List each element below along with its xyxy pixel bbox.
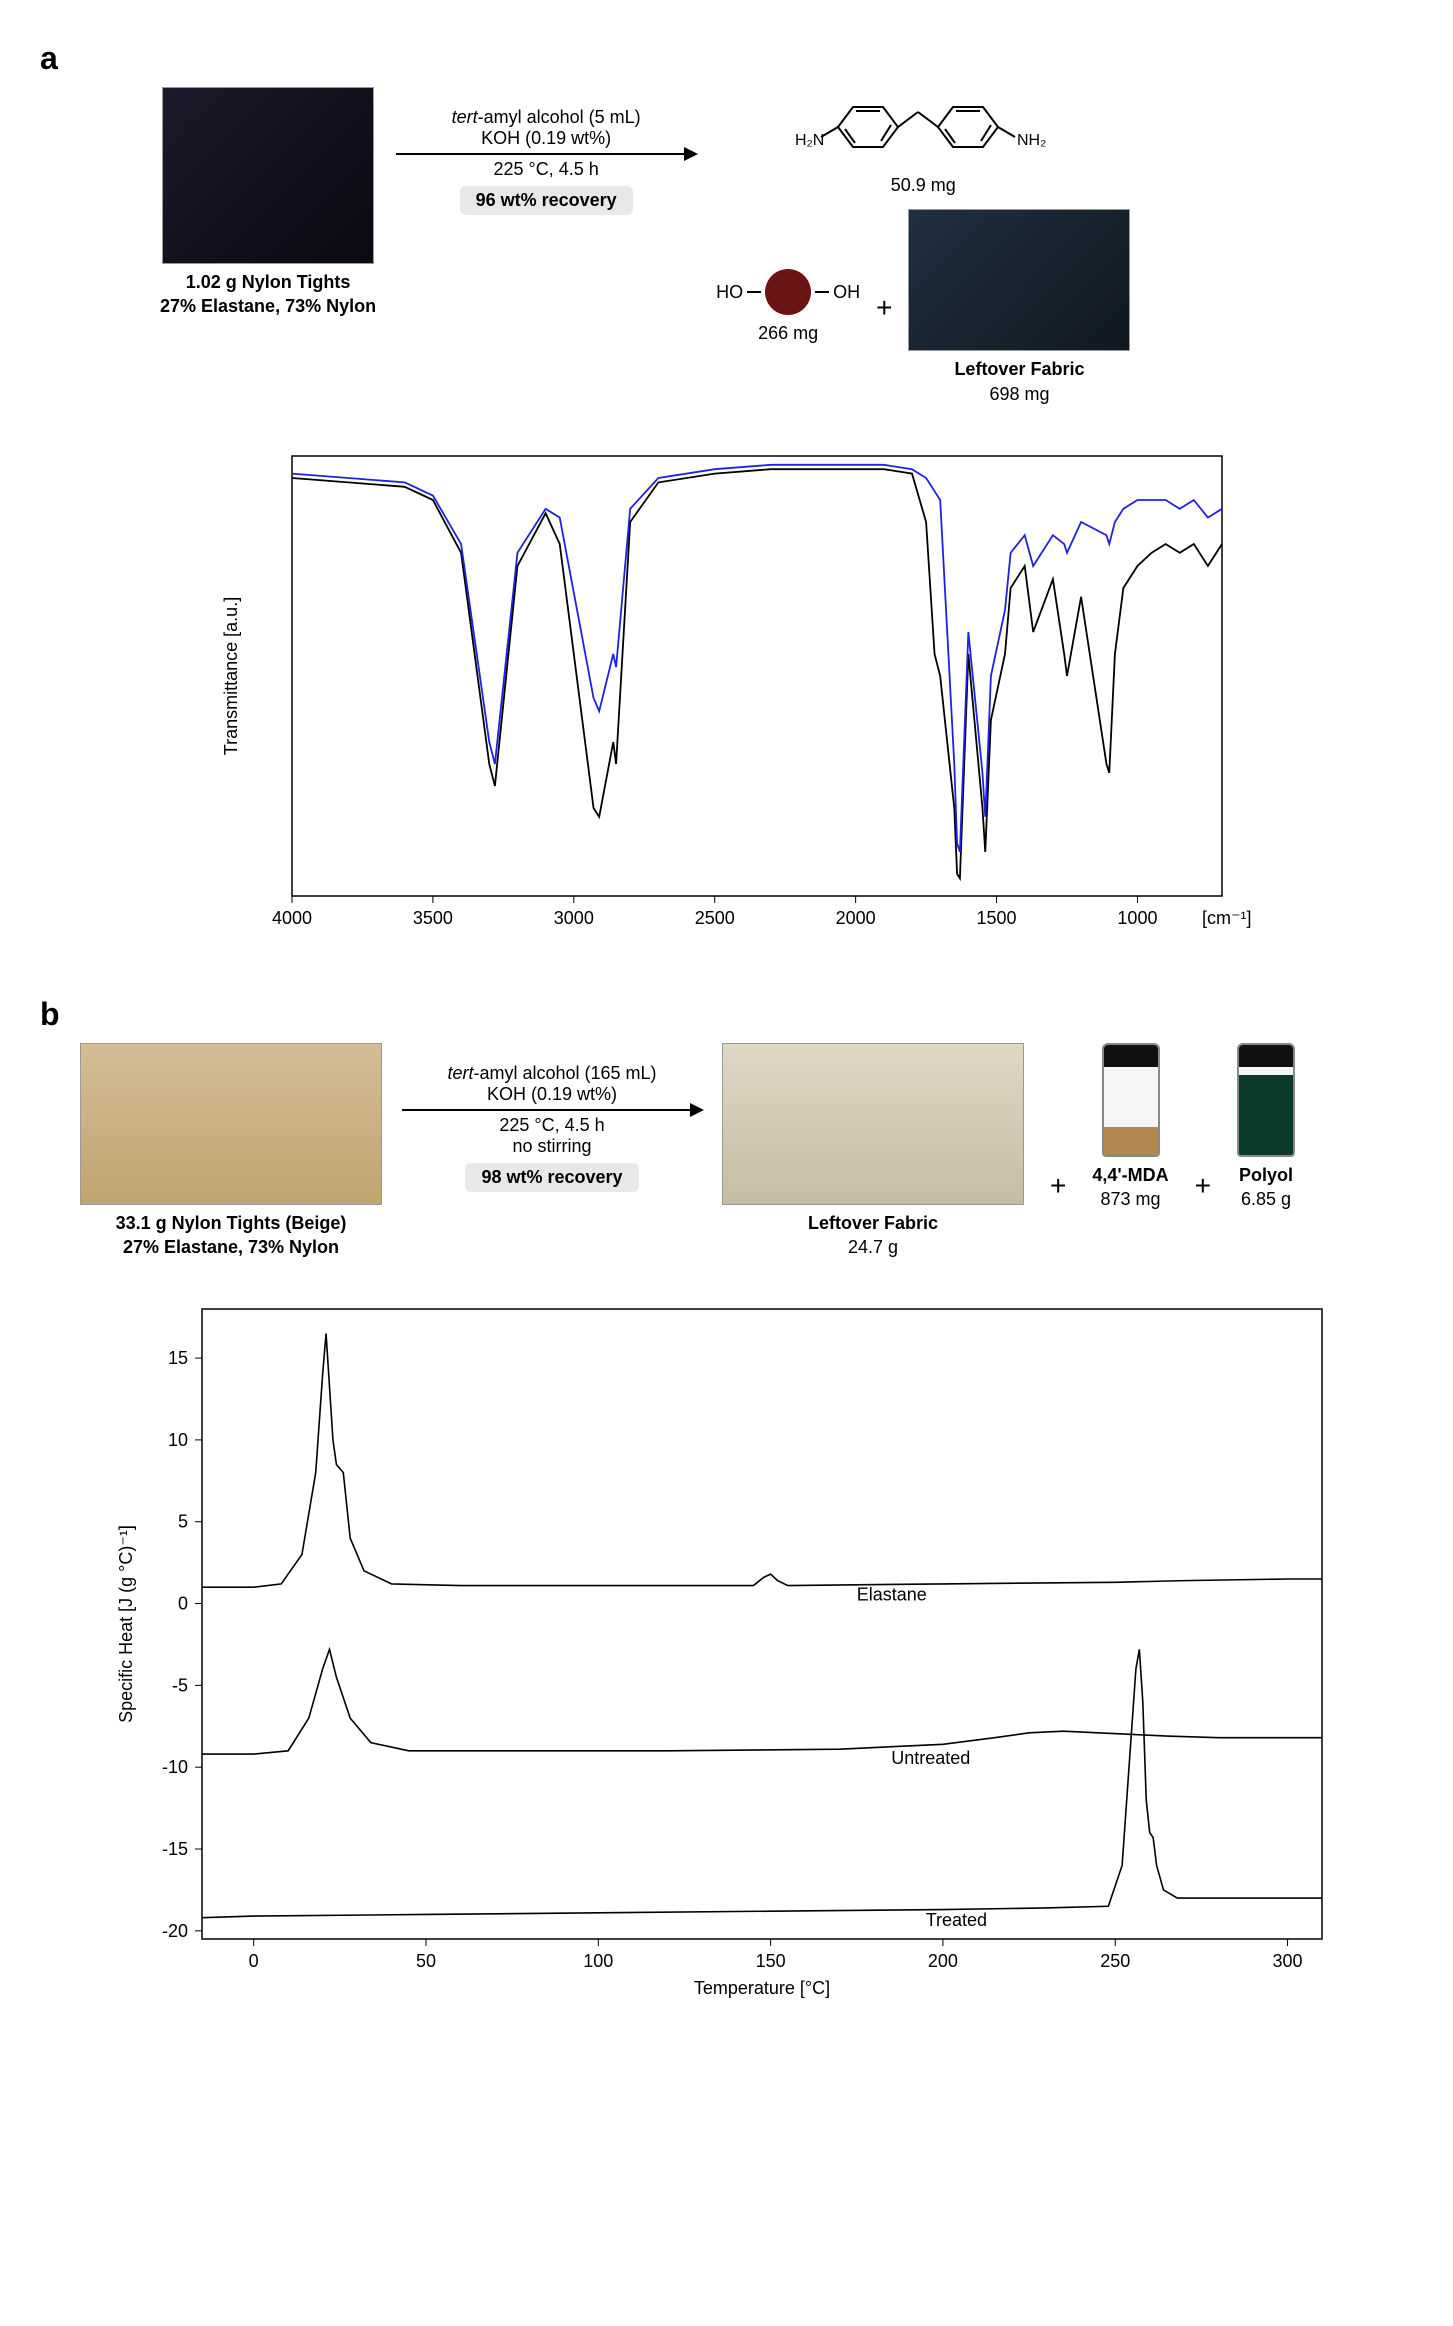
svg-text:150: 150 [755, 1951, 785, 1971]
product-mda-a: H₂N NH₂ 50.9 mg [716, 87, 1130, 197]
arrow-b-below2: no stirring [512, 1136, 591, 1157]
polyol-b-label: Polyol [1239, 1165, 1293, 1185]
arrow-b-line [402, 1109, 702, 1111]
arrow-a-below1: 225 °C, 4.5 h [493, 159, 598, 180]
svg-text:-5: -5 [171, 1676, 187, 1696]
products-a: H₂N NH₂ 50.9 mg HO OH 266 mg [716, 87, 1130, 406]
dsc-chart: ElastaneUntreatedTreated0501001502002503… [102, 1289, 1352, 2009]
fabric-b-caption: Leftover Fabric 24.7 g [808, 1211, 938, 1260]
polyol-mass-a: 266 mg [758, 321, 818, 345]
svg-text:3500: 3500 [412, 908, 452, 928]
mda-b-mass: 873 mg [1100, 1189, 1160, 1209]
svg-text:Specific Heat [J (g °C)⁻¹]: Specific Heat [J (g °C)⁻¹] [116, 1526, 136, 1724]
svg-text:5: 5 [177, 1512, 187, 1532]
fabric-a-photo [908, 209, 1130, 351]
svg-text:[cm⁻¹]: [cm⁻¹] [1202, 908, 1252, 928]
product-polyol-a: HO OH 266 mg [716, 269, 860, 345]
arrow-a-recovery: 96 wt% recovery [460, 186, 633, 215]
svg-text:3000: 3000 [553, 908, 593, 928]
svg-text:10: 10 [167, 1430, 187, 1450]
arrow-a-above1: tert-amyl alcohol (5 mL) [452, 107, 641, 128]
reactant-b-line1: 33.1 g Nylon Tights (Beige) [116, 1213, 347, 1233]
polyol-ball-icon [765, 269, 811, 315]
polyol-icon: HO OH [716, 269, 860, 315]
svg-text:Treated: Treated [925, 1910, 986, 1930]
svg-text:2000: 2000 [835, 908, 875, 928]
arrow-a-line [396, 153, 696, 155]
fabric-a-mass: 698 mg [989, 384, 1049, 404]
arrow-b: tert-amyl alcohol (165 mL) KOH (0.19 wt%… [402, 1063, 702, 1192]
reactant-a-photo [162, 87, 374, 264]
mda-b-caption: 4,4'-MDA 873 mg [1092, 1163, 1168, 1212]
panel-b-reaction: 33.1 g Nylon Tights (Beige) 27% Elastane… [80, 1043, 1413, 1260]
product-fabric-b: Leftover Fabric 24.7 g [722, 1043, 1024, 1260]
polyol-vial-icon [1237, 1043, 1295, 1157]
fabric-b-photo [722, 1043, 1024, 1205]
svg-text:15: 15 [167, 1349, 187, 1369]
product-fabric-a: Leftover Fabric 698 mg [908, 209, 1130, 406]
products-a-row2: HO OH 266 mg + Leftover Fabric 698 mg [716, 209, 1130, 406]
polyol-left: HO [716, 282, 743, 303]
reactant-a-line1: 1.02 g Nylon Tights [186, 272, 351, 292]
panel-a: a 1.02 g Nylon Tights 27% Elastane, 73% … [40, 40, 1413, 956]
reactant-a-line2: 27% Elastane, 73% Nylon [160, 296, 376, 316]
ir-chart: 4000 3500 3000 2500 2000 1500 1000 [cm⁻¹] Transm… [202, 436, 1252, 956]
reactant-b-line2: 27% Elastane, 73% Nylon [123, 1237, 339, 1257]
svg-text:4000: 4000 [271, 908, 311, 928]
svg-text:Untreated: Untreated [891, 1748, 970, 1768]
svg-text:0: 0 [177, 1594, 187, 1614]
fabric-a-label: Leftover Fabric [954, 359, 1084, 379]
fabric-a-caption: Leftover Fabric 698 mg [954, 357, 1084, 406]
reactant-a-caption: 1.02 g Nylon Tights 27% Elastane, 73% Ny… [160, 270, 376, 319]
arrow-b-below1: 225 °C, 4.5 h [499, 1115, 604, 1136]
svg-text:300: 300 [1272, 1951, 1302, 1971]
plus-b1: + [1050, 1170, 1066, 1202]
arrow-a: tert-amyl alcohol (5 mL) KOH (0.19 wt%) … [396, 107, 696, 215]
reactant-a: 1.02 g Nylon Tights 27% Elastane, 73% Ny… [160, 87, 376, 319]
arrow-a-above2: KOH (0.19 wt%) [481, 128, 611, 149]
svg-text:2500: 2500 [694, 908, 734, 928]
svg-text:Temperature [°C]: Temperature [°C] [693, 1978, 829, 1998]
svg-text:Elastane: Elastane [856, 1585, 926, 1605]
panel-b: b 33.1 g Nylon Tights (Beige) 27% Elasta… [40, 996, 1413, 2010]
svg-text:100: 100 [583, 1951, 613, 1971]
reactant-b-caption: 33.1 g Nylon Tights (Beige) 27% Elastane… [116, 1211, 347, 1260]
svg-text:200: 200 [927, 1951, 957, 1971]
fabric-b-mass: 24.7 g [848, 1237, 898, 1257]
svg-text:-15: -15 [161, 1839, 187, 1859]
product-mda-b: 4,4'-MDA 873 mg [1092, 1043, 1168, 1212]
product-polyol-b: Polyol 6.85 g [1237, 1043, 1295, 1212]
polyol-b-mass: 6.85 g [1241, 1189, 1291, 1209]
svg-text:-10: -10 [161, 1758, 187, 1778]
mda-right-label: NH₂ [1017, 132, 1046, 149]
mda-b-label: 4,4'-MDA [1092, 1165, 1168, 1185]
reactant-b: 33.1 g Nylon Tights (Beige) 27% Elastane… [80, 1043, 382, 1260]
fabric-b-label: Leftover Fabric [808, 1213, 938, 1233]
panel-b-label: b [40, 996, 1413, 1033]
svg-text:Transmittance [a.u.]: Transmittance [a.u.] [221, 597, 241, 755]
mda-structure-icon: H₂N NH₂ [793, 87, 1053, 167]
svg-text:1500: 1500 [976, 908, 1016, 928]
arrow-b-above1: tert-amyl alcohol (165 mL) [447, 1063, 656, 1084]
svg-text:50: 50 [415, 1951, 435, 1971]
svg-text:0: 0 [248, 1951, 258, 1971]
svg-text:1000: 1000 [1117, 908, 1157, 928]
plus-a: + [876, 292, 892, 324]
reactant-b-photo [80, 1043, 382, 1205]
svg-text:-20: -20 [161, 1921, 187, 1941]
polyol-right: OH [833, 282, 860, 303]
mda-mass-a: 50.9 mg [891, 173, 956, 197]
panel-a-reaction: 1.02 g Nylon Tights 27% Elastane, 73% Ny… [160, 87, 1413, 406]
mda-vial-icon [1102, 1043, 1160, 1157]
arrow-b-above2: KOH (0.19 wt%) [487, 1084, 617, 1105]
panel-a-label: a [40, 40, 1413, 77]
svg-text:250: 250 [1100, 1951, 1130, 1971]
plus-b2: + [1195, 1170, 1211, 1202]
polyol-b-caption: Polyol 6.85 g [1239, 1163, 1293, 1212]
mda-left-label: H₂N [795, 132, 824, 149]
arrow-b-recovery: 98 wt% recovery [465, 1163, 638, 1192]
